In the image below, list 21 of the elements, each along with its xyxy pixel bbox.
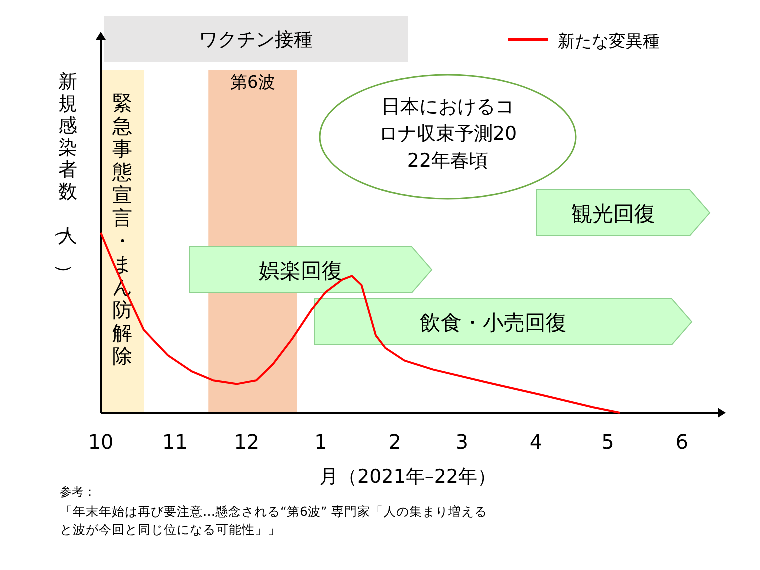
x-axis-title: 月（2021年–22年） — [319, 466, 497, 488]
legend-label: 新たな変異種 — [558, 32, 660, 52]
x-tick-label: 11 — [162, 430, 188, 454]
x-tick-label: 3 — [456, 430, 468, 454]
text: 参考： — [60, 485, 96, 499]
text: 「年末年始は再び要注意…懸念される“第6波” 専門家「人の集まり増えると波が今回と同じ位になる可能性」」 — [60, 504, 488, 537]
x-tick-label: 6 — [676, 430, 688, 454]
x-tick-label: 5 — [602, 430, 614, 454]
text: ワクチン接種 — [199, 29, 313, 51]
text: 観光回復 — [572, 202, 656, 226]
y-axis-title: 新規感染者数（人） — [54, 71, 78, 283]
x-tick-label: 10 — [88, 430, 114, 454]
annotation: 飲食・小売回復 — [420, 311, 567, 335]
annotation: 娯楽回復 — [259, 259, 343, 283]
text: 日本におけるコロナ収束予測2022年春頃 — [378, 96, 518, 172]
x-tick-label: 4 — [530, 430, 543, 454]
x-tick-label: 2 — [388, 430, 402, 454]
x-tick-label: 1 — [314, 430, 328, 454]
x-tick-label: 12 — [234, 430, 260, 454]
band-label: 第6波 — [230, 73, 276, 93]
legend: 新たな変異種 — [508, 32, 660, 52]
